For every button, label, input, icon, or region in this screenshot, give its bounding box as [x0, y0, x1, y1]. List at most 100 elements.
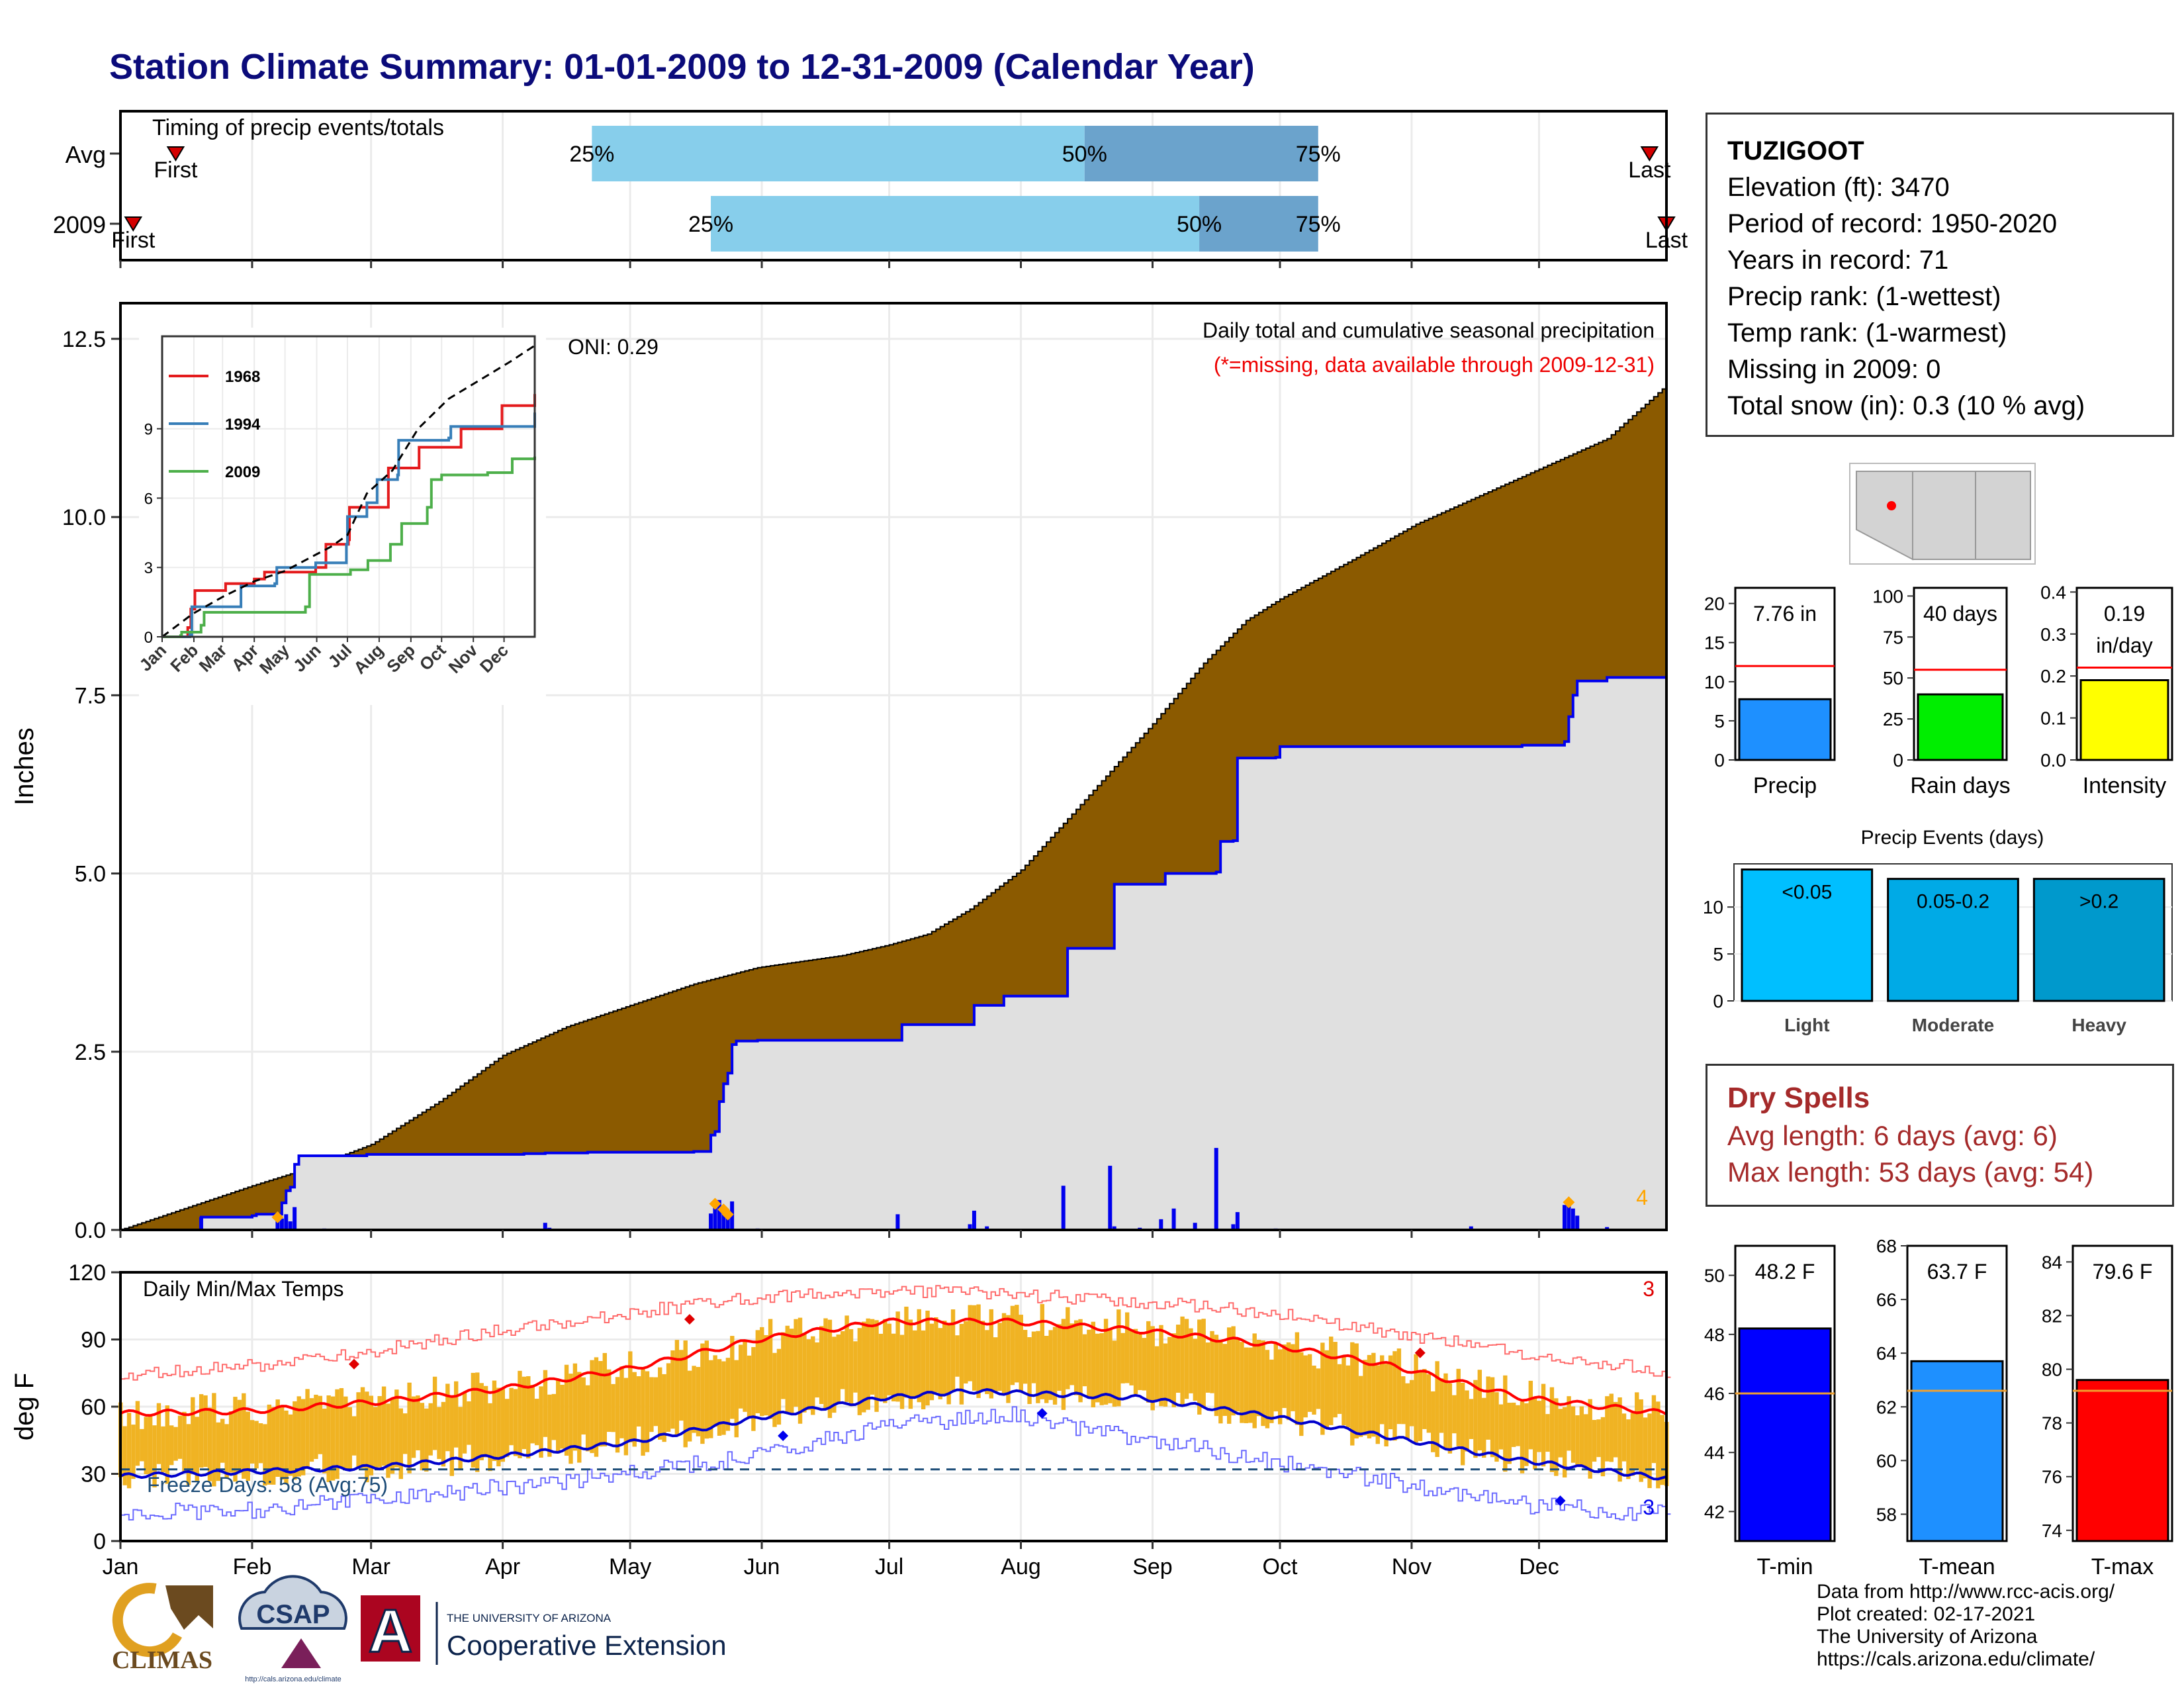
temp-max-ytick-label: 74	[2042, 1521, 2062, 1541]
station-info-box: TUZIGOOT Elevation (ft): 3470 Period of …	[1706, 113, 2174, 437]
daily-temp-bar	[1133, 1329, 1138, 1394]
timing-title: Timing of precip events/totals	[152, 115, 444, 140]
month-label: Dec	[1519, 1554, 1559, 1579]
daily-precip-bar	[199, 1217, 203, 1230]
precip-ylabel: Inches	[10, 727, 39, 806]
daily-precip-bar	[721, 1212, 726, 1230]
temp-min-ytick-label: 50	[1704, 1266, 1725, 1286]
rain-days-value-label: 40 days	[1923, 602, 1997, 626]
daily-temp-bar	[602, 1352, 608, 1447]
temp-ytick-label: 0	[93, 1529, 106, 1554]
daily-temp-bar	[1316, 1368, 1321, 1409]
record-high-marker	[348, 1358, 359, 1370]
daily-precip-bar	[709, 1213, 713, 1230]
daily-temp-bar	[237, 1399, 242, 1474]
credit-data-source: Data from http://www.rcc-acis.org/	[1817, 1581, 2115, 1603]
daily-precip-bar	[279, 1218, 284, 1230]
temp-min-value-label: 48.2 F	[1755, 1260, 1815, 1284]
intensity-value-label: 0.19	[2104, 602, 2145, 626]
daily-temp-bar	[772, 1352, 777, 1427]
timing-first-marker	[166, 146, 185, 162]
daily-temp-bar	[1069, 1323, 1074, 1385]
daily-temp-bar	[360, 1387, 365, 1468]
daily-temp-bar	[207, 1407, 212, 1481]
daily-temp-bar	[980, 1321, 985, 1391]
daily-temp-bar	[479, 1383, 484, 1460]
month-label: Jun	[744, 1554, 780, 1579]
temp-mean-ytick-label: 62	[1876, 1397, 1897, 1417]
daily-temp-bar	[173, 1427, 178, 1461]
daily-temp-bar	[883, 1319, 887, 1403]
record-low-marker	[1036, 1408, 1048, 1419]
timing-row-label: Avg	[66, 141, 106, 168]
daily-temp-bar	[1189, 1328, 1193, 1393]
daily-temp-bar	[1031, 1331, 1036, 1383]
daily-temp-bar	[300, 1399, 306, 1476]
timing-bar-50-75	[1084, 126, 1318, 181]
temp-mean-ytick-label: 64	[1876, 1343, 1897, 1364]
daily-temp-bar	[738, 1344, 743, 1409]
daily-temp-bar	[1447, 1383, 1453, 1454]
daily-temp-bar	[1545, 1414, 1550, 1452]
daily-temp-bar	[1579, 1406, 1584, 1466]
precip-panel-border	[119, 302, 1668, 1231]
daily-precip-bar	[713, 1206, 717, 1230]
inset-avg-line	[161, 344, 535, 638]
dry-spells-max: Max length: 53 days (avg: 54)	[1727, 1156, 2094, 1188]
timing-first-label: First	[111, 228, 156, 253]
temp-max-name-label: T-max	[2091, 1554, 2154, 1579]
inset-border	[161, 335, 536, 638]
daily-temp-bar	[1337, 1364, 1342, 1414]
daily-temp-bar	[407, 1382, 412, 1474]
daily-temp-bar	[585, 1385, 590, 1452]
daily-temp-bar	[135, 1401, 140, 1466]
daily-temp-bar	[1066, 1307, 1070, 1389]
daily-temp-bar	[1320, 1342, 1325, 1435]
daily-temp-bar	[959, 1323, 964, 1405]
daily-temp-bar	[1235, 1338, 1240, 1412]
daily-temp-bar	[819, 1326, 824, 1405]
precip-ytick-label: 7.5	[75, 683, 106, 708]
daily-temp-bar	[904, 1306, 909, 1398]
ua-logo-letter: A	[369, 1597, 412, 1665]
daily-temp-bar	[293, 1401, 297, 1480]
freeze-days-label: Freeze Days: 58 (Avg:75)	[147, 1473, 388, 1497]
daily-temp-bar	[335, 1389, 340, 1479]
daily-temp-bar	[794, 1319, 798, 1407]
daily-temp-bar	[279, 1407, 285, 1480]
month-label: Mar	[351, 1554, 390, 1579]
daily-temp-bar	[1146, 1321, 1151, 1403]
month-label: Apr	[485, 1554, 520, 1579]
daily-temp-bar	[1537, 1401, 1541, 1452]
daily-temp-bar	[1299, 1352, 1304, 1436]
daily-temp-bar	[564, 1364, 569, 1456]
daily-temp-bar	[1630, 1413, 1635, 1476]
daily-temp-bar	[1639, 1399, 1643, 1482]
daily-temp-bar	[899, 1335, 905, 1409]
daily-temp-bar	[917, 1309, 921, 1403]
precip-missing-note: (*=missing, data available through 2009-…	[1214, 353, 1655, 377]
daily-temp-bar	[832, 1336, 837, 1413]
timing-last-marker	[1640, 146, 1659, 162]
daily-temp-bar	[1201, 1319, 1206, 1408]
daily-temp-bar	[318, 1395, 323, 1454]
daily-temp-bar	[518, 1370, 522, 1458]
month-label: Feb	[233, 1554, 272, 1579]
daily-temp-bar	[547, 1394, 552, 1457]
daily-temp-bar	[284, 1410, 289, 1485]
month-label: May	[609, 1554, 651, 1579]
temp-max-bar	[2075, 1379, 2169, 1542]
temp-min-name-label: T-min	[1757, 1554, 1813, 1579]
daily-temp-bar	[351, 1416, 357, 1456]
daily-temp-bar	[1354, 1343, 1359, 1439]
daily-temp-bar	[874, 1320, 879, 1412]
daily-temp-bar	[1456, 1368, 1461, 1446]
daily-temp-bar	[815, 1342, 819, 1398]
cumulative-2009-precip-line	[120, 676, 1668, 1231]
daily-temp-bar	[1656, 1401, 1661, 1489]
daily-temp-bar	[271, 1407, 276, 1485]
daily-temp-bar	[743, 1339, 747, 1412]
daily-temp-bar	[1175, 1325, 1181, 1393]
daily-temp-bar	[1082, 1334, 1087, 1387]
temp-max-ytick-label: 80	[2042, 1360, 2062, 1380]
